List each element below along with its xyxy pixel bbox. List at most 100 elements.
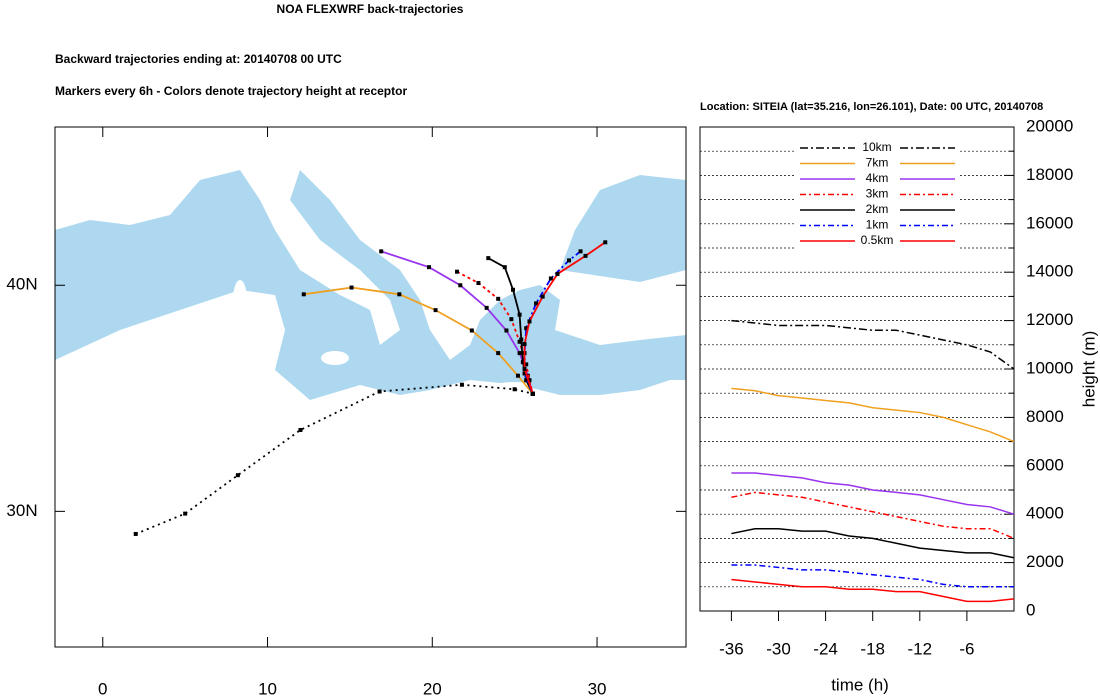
trajectory xyxy=(523,250,582,395)
trajectory-marker xyxy=(459,382,464,387)
trajectory-marker xyxy=(522,366,527,371)
trajectory-marker xyxy=(527,378,532,383)
trajectory-marker xyxy=(527,319,532,324)
annotation: Markers every 6h - Colors denote traject… xyxy=(55,84,407,98)
panel-title: Location: SITEIA (lat=35.216, lon=26.101… xyxy=(700,101,1043,113)
y-tick-label: 16000 xyxy=(1026,213,1073,232)
trajectory-marker xyxy=(301,292,306,297)
y-tick-label: 40N xyxy=(6,275,37,294)
legend-label: 2km xyxy=(866,202,889,216)
trajectory-marker xyxy=(524,362,529,367)
height-line xyxy=(731,578,1015,603)
trajectory-marker xyxy=(379,249,384,254)
y-tick-label: 4000 xyxy=(1026,504,1064,523)
trajectory-marker xyxy=(426,265,431,270)
cyprus xyxy=(633,390,657,400)
height-line xyxy=(731,491,1015,540)
legend-label: 4km xyxy=(866,171,889,185)
x-tick-label: -30 xyxy=(766,639,791,658)
trajectory-marker xyxy=(517,312,522,317)
trajectory-marker xyxy=(133,531,138,536)
trajectory-marker xyxy=(469,328,474,333)
legend-label: 7km xyxy=(866,156,889,170)
trajectory-marker xyxy=(555,271,560,276)
trajectory-marker xyxy=(515,373,520,378)
sardinia xyxy=(233,280,247,320)
x-tick-label: 30 xyxy=(588,679,607,698)
x-tick-label: -24 xyxy=(813,639,838,658)
trajectory-marker xyxy=(522,371,527,376)
trajectory-marker xyxy=(530,391,535,396)
legend-label: 1km xyxy=(866,218,889,232)
y-tick-label: 30N xyxy=(6,501,37,520)
y-tick-label: 2000 xyxy=(1026,552,1064,571)
trajectory-marker xyxy=(349,285,354,290)
sicily xyxy=(321,351,349,365)
y-tick-label: 0 xyxy=(1026,600,1035,619)
trajectory-marker xyxy=(496,351,501,356)
trajectory-marker xyxy=(235,473,240,478)
x-tick-label: 0 xyxy=(98,679,107,698)
x-tick-label: -36 xyxy=(719,639,744,658)
trajectory-marker xyxy=(517,351,522,356)
height-line xyxy=(731,472,1015,515)
trajectory-marker xyxy=(502,265,507,270)
trajectory-marker xyxy=(377,389,382,394)
trajectory-marker xyxy=(183,511,188,516)
trajectory-marker xyxy=(524,326,529,331)
trajectory-marker xyxy=(433,308,438,313)
trajectory-marker xyxy=(548,276,553,281)
legend-label: 3km xyxy=(866,187,889,201)
trajectory-marker xyxy=(511,287,516,292)
x-tick-label: -6 xyxy=(959,639,974,658)
land-south xyxy=(55,290,686,647)
x-tick-label: 10 xyxy=(258,679,277,698)
trajectory-marker xyxy=(298,427,303,432)
trajectory xyxy=(303,286,534,395)
legend-label: 0.5km xyxy=(861,233,894,247)
x-tick-label: -12 xyxy=(908,639,933,658)
trajectory xyxy=(523,241,606,395)
trajectory-marker xyxy=(522,342,527,347)
legend-label: 10km xyxy=(862,140,891,154)
land-north xyxy=(55,127,686,360)
subtitle: Backward trajectories ending at: 2014070… xyxy=(55,52,342,66)
trajectory-marker xyxy=(484,305,489,310)
x-axis-label: time (h) xyxy=(831,675,889,694)
trajectory-marker xyxy=(512,387,517,392)
y-tick-label: 10000 xyxy=(1026,358,1073,377)
y-tick-label: 12000 xyxy=(1026,310,1073,329)
map-frame xyxy=(54,126,687,648)
trajectory-marker xyxy=(520,360,525,365)
trajectory-marker xyxy=(454,269,459,274)
y-tick-label: 18000 xyxy=(1026,165,1073,184)
trajectory-marker xyxy=(486,256,491,261)
trajectory-marker xyxy=(603,240,608,245)
height-line xyxy=(731,387,1015,443)
trajectory-marker xyxy=(583,253,588,258)
y-tick-label: 8000 xyxy=(1026,407,1064,426)
y-tick-label: 14000 xyxy=(1026,262,1073,281)
x-tick-label: -18 xyxy=(860,639,885,658)
trajectory-marker xyxy=(458,283,463,288)
trajectory-marker xyxy=(496,296,501,301)
trajectory-marker xyxy=(540,294,545,299)
y-tick-label: 20000 xyxy=(1026,116,1073,135)
height-line xyxy=(731,527,1015,559)
y-tick-label: 6000 xyxy=(1026,455,1064,474)
trajectory-marker xyxy=(397,292,402,297)
trajectory-marker xyxy=(534,301,539,306)
trajectory-marker xyxy=(524,378,529,383)
trajectory-marker xyxy=(578,249,583,254)
height-line xyxy=(731,564,1014,588)
x-tick-label: 20 xyxy=(423,679,442,698)
land xyxy=(55,127,686,647)
trajectory-marker xyxy=(476,281,481,285)
trajectory xyxy=(456,270,534,394)
trajectory-marker xyxy=(517,339,522,344)
black-sea xyxy=(560,175,686,282)
trajectory-marker xyxy=(567,258,572,263)
trajectory-marker xyxy=(504,328,509,333)
figure-title: NOA FLEXWRF back-trajectories xyxy=(277,2,464,16)
